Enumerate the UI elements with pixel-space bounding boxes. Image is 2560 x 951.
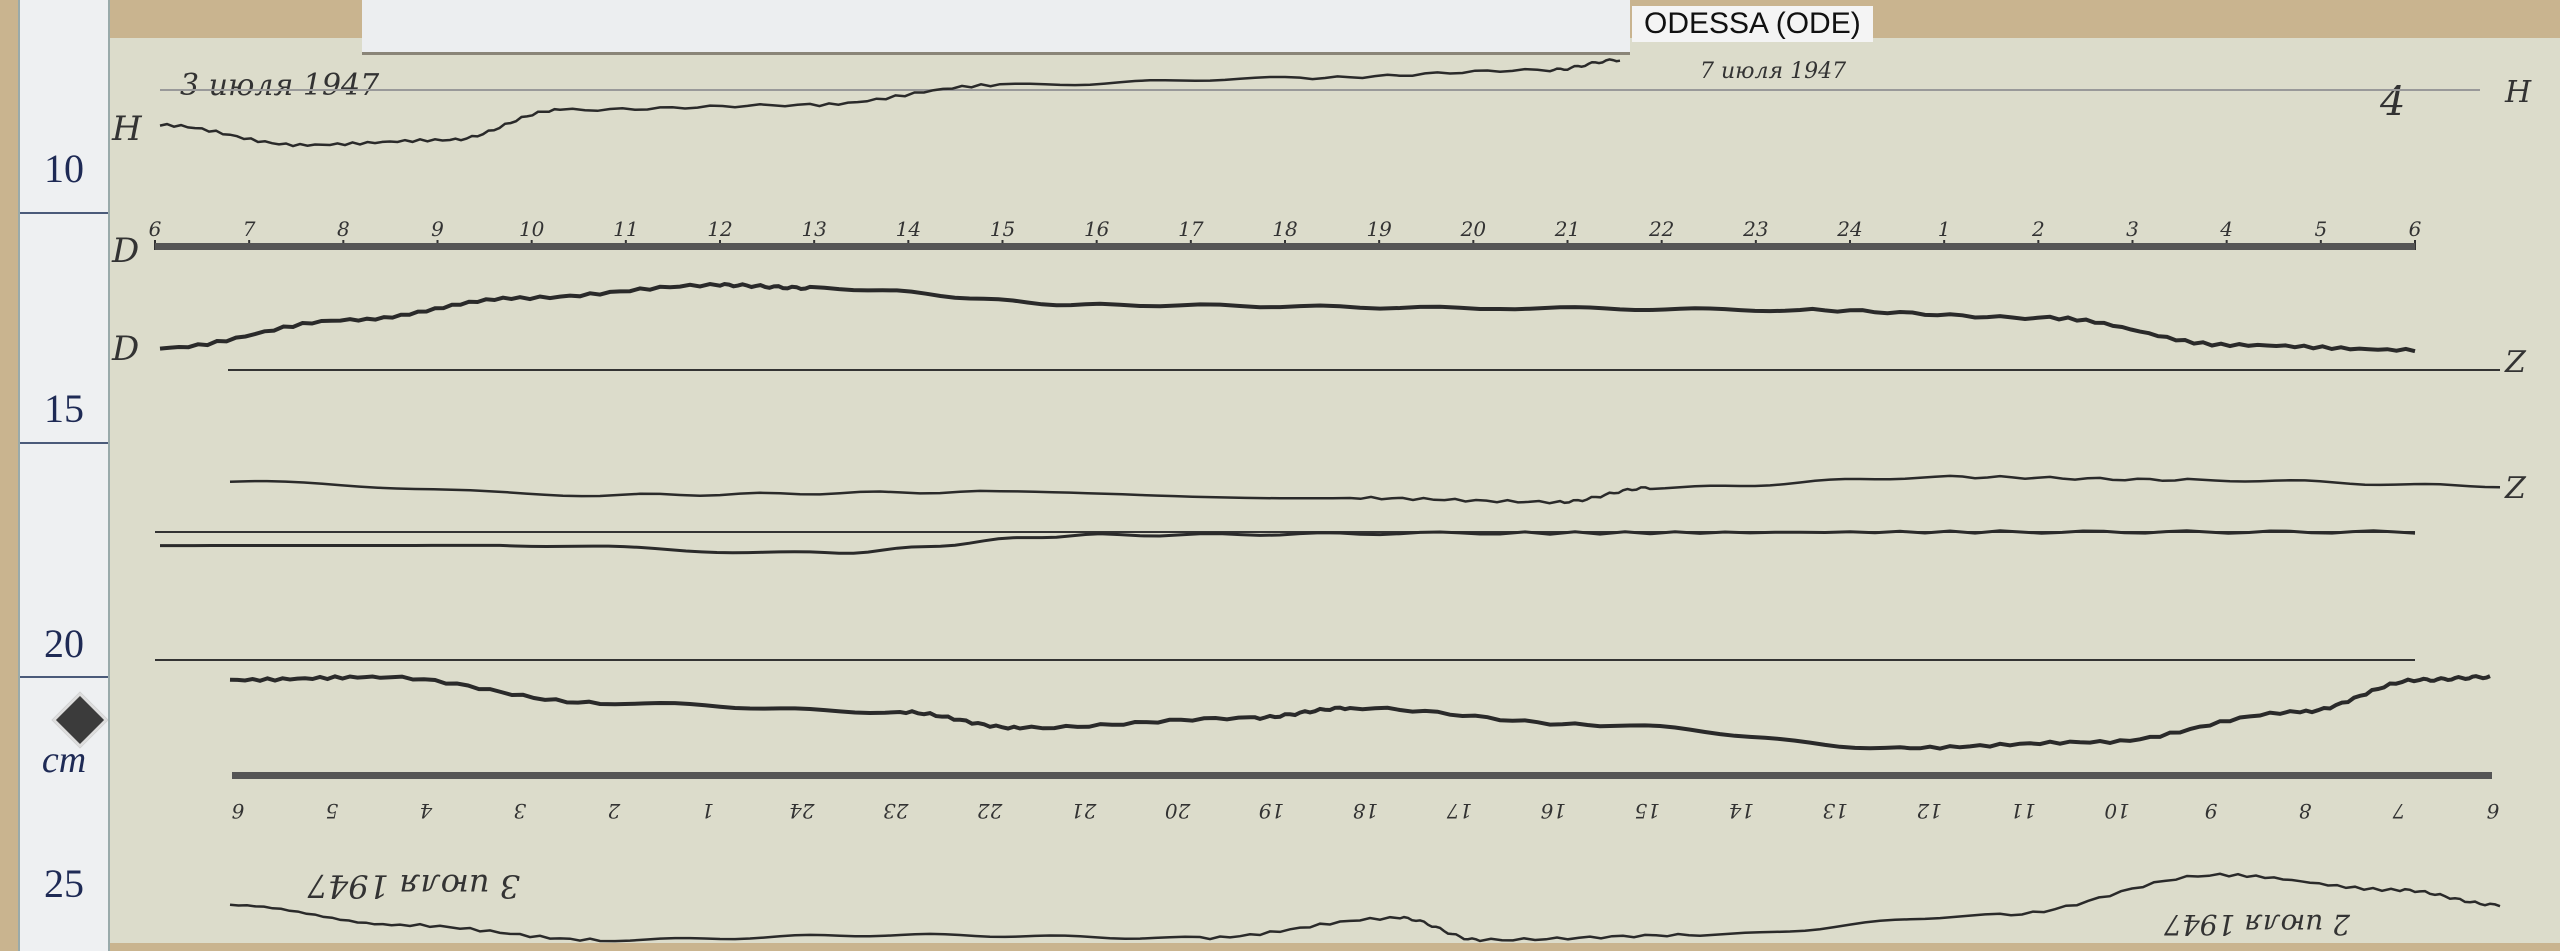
hour-tick-label: 3 — [514, 799, 527, 823]
hour-tick-label: 24 — [1836, 217, 1862, 241]
hour-tick-label: 5 — [2314, 217, 2327, 241]
station-label: ODESSA (ODE) — [1632, 6, 1873, 42]
hour-tick-label: 24 — [789, 799, 815, 823]
hour-tick-label: 13 — [1823, 799, 1848, 823]
ruler-number: 25 — [44, 861, 84, 906]
time-axis-top — [155, 243, 2415, 250]
ruler-number: 20 — [44, 621, 84, 666]
hour-tick-label: 16 — [1540, 799, 1566, 823]
date-annotation: 3 июля 1947 — [180, 68, 380, 103]
hour-tick-label: 7 — [2392, 799, 2405, 823]
ruler-number: 15 — [44, 386, 84, 431]
channel-letter: H — [111, 109, 143, 149]
hour-tick-label: 20 — [1165, 799, 1192, 823]
hour-tick-label: 1 — [701, 799, 714, 823]
channel-letter: D — [111, 231, 139, 271]
hour-tick-label: 11 — [2010, 799, 2035, 823]
hour-tick-label: 12 — [707, 217, 732, 241]
hour-tick-label: 3 — [2126, 217, 2139, 241]
hour-tick-label: 4 — [2219, 217, 2233, 241]
hour-tick-label: 7 — [243, 217, 256, 241]
hour-tick-label: 21 — [1554, 217, 1580, 241]
date-annotation: 3 июля 1947 — [307, 867, 520, 905]
hour-tick-label: 6 — [149, 217, 162, 241]
hour-tick-label: 2 — [2031, 217, 2045, 241]
mark-annotation: 4 — [2379, 79, 2405, 125]
hour-tick-label: 20 — [1460, 217, 1487, 241]
hour-tick-label: 19 — [1259, 799, 1285, 823]
hour-tick-label: 4 — [420, 799, 434, 823]
z-trace — [229, 474, 2501, 505]
date-annotation: 7 июля 1947 — [1700, 59, 1846, 84]
date-annotation: 2 июля 1947 — [2164, 908, 2351, 941]
hour-tick-label: 22 — [1648, 217, 1674, 241]
magnetogram-sheet — [110, 38, 2560, 943]
hour-tick-label: 18 — [1353, 799, 1378, 823]
hour-tick-label: 15 — [1635, 799, 1660, 823]
hour-tick-label: 17 — [1178, 217, 1204, 241]
channel-letter: H — [2504, 75, 2532, 110]
h-trace-bottom — [229, 872, 2501, 943]
hour-tick-label: 1 — [1938, 217, 1951, 241]
ruler-unit: cm — [41, 739, 87, 781]
hour-tick-label: 13 — [801, 217, 826, 241]
hour-tick-label: 16 — [1084, 217, 1110, 241]
overlay-sheet — [362, 0, 1630, 55]
hour-tick-label: 14 — [1729, 799, 1754, 823]
hour-tick-label: 8 — [337, 217, 350, 241]
hour-tick-label: 12 — [1917, 799, 1942, 823]
ruler-tick — [20, 442, 108, 444]
h-trace-top — [159, 58, 1621, 148]
hour-tick-label: 10 — [2104, 799, 2130, 823]
hour-tick-label: 23 — [1742, 217, 1768, 241]
hour-tick-label: 17 — [1446, 799, 1472, 823]
hour-tick-label: 6 — [2486, 799, 2499, 823]
centimeter-ruler: 10 15 20 cm 25 — [18, 0, 110, 951]
hour-tick-label: 6 — [2409, 217, 2422, 241]
intensity-trace — [229, 674, 2491, 751]
hour-tick-label: 22 — [977, 799, 1003, 823]
hour-tick-label: 9 — [431, 217, 444, 241]
hour-tick-label: 14 — [896, 217, 921, 241]
h-trace — [160, 529, 2416, 555]
time-axis-bottom — [232, 772, 2492, 779]
hour-tick-label: 8 — [2299, 799, 2312, 823]
hour-tick-label: 19 — [1366, 217, 1392, 241]
hour-tick-label: 9 — [2204, 799, 2217, 823]
hour-tick-label: 18 — [1272, 217, 1297, 241]
hour-tick-label: 21 — [1071, 799, 1097, 823]
ruler-number: 10 — [44, 146, 84, 191]
channel-letter: D — [111, 329, 139, 369]
hour-tick-label: 10 — [519, 217, 545, 241]
channel-letter: Z — [2504, 471, 2527, 506]
channel-letter: Z — [2504, 345, 2527, 380]
ruler-tick — [20, 676, 108, 678]
hour-tick-label: 5 — [326, 799, 339, 823]
hour-tick-label: 23 — [883, 799, 909, 823]
hour-tick-label: 15 — [990, 217, 1015, 241]
d-trace — [159, 281, 2416, 354]
hour-tick-label: 11 — [613, 217, 638, 241]
hour-tick-label: 6 — [231, 799, 244, 823]
hour-tick-label: 2 — [607, 799, 621, 823]
ruler-tick — [20, 212, 108, 214]
